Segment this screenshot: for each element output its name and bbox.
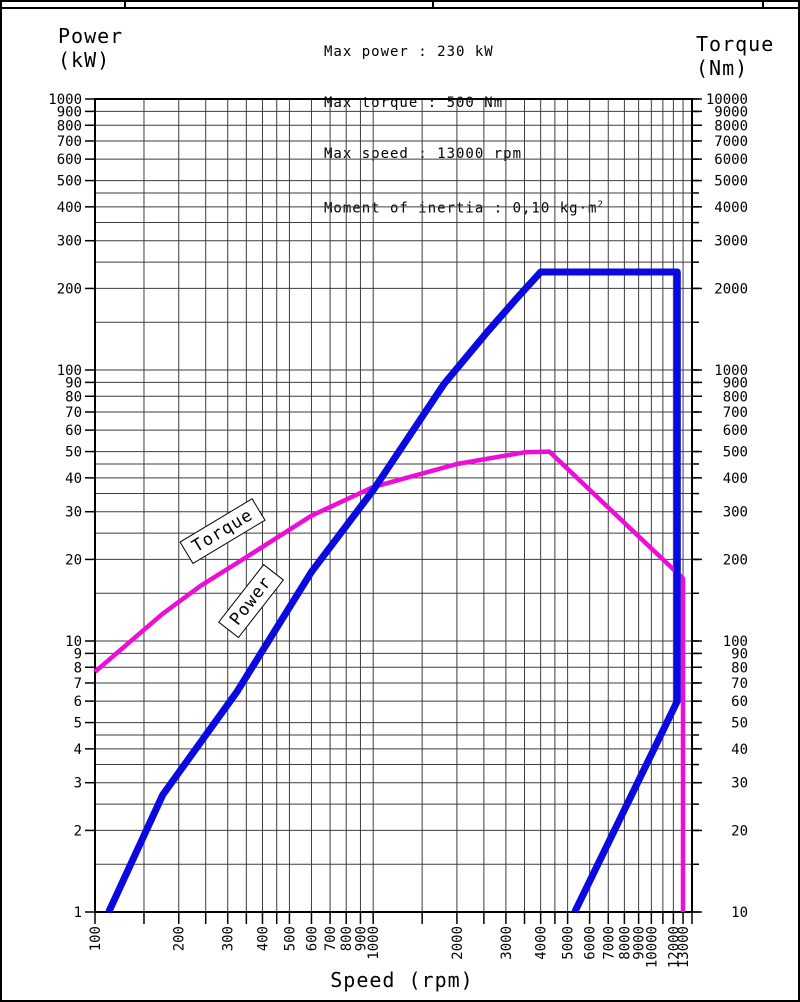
tick-label: 800: [339, 926, 355, 951]
tick-label: 7000: [601, 926, 617, 960]
tick-label: 8000: [617, 926, 633, 960]
tick-label: 10: [731, 905, 748, 921]
table-edge-divider: [762, 2, 764, 7]
tick-label: 700: [57, 134, 82, 150]
tick-label: 9000: [714, 104, 748, 120]
tick-label: 800: [57, 118, 82, 134]
tick-label: 300: [57, 234, 82, 250]
tick-label: 4000: [714, 200, 748, 216]
tick-label: 2000: [450, 926, 466, 960]
tick-label: 30: [731, 776, 748, 792]
tick-label: 4000: [534, 926, 550, 960]
tick-label: 20: [65, 552, 82, 568]
tick-label: 100: [57, 363, 82, 379]
right-axis-title: Torque (Nm): [696, 32, 774, 80]
inertia-annotation: Moment of inertia : 0,10 kg·m2: [324, 200, 604, 217]
tick-label: 500: [723, 445, 748, 461]
tick-label: 90: [65, 375, 82, 391]
tick-label: 10000: [706, 92, 748, 108]
tick-label: 700: [723, 405, 748, 421]
tick-label: 10000: [644, 926, 660, 968]
tick-label: 200: [723, 552, 748, 568]
tick-label: 1000: [714, 363, 748, 379]
tick-label: 40: [65, 471, 82, 487]
tick-label: 3000: [499, 926, 515, 960]
tick-label: 7000: [714, 134, 748, 150]
tick-label: 12000: [666, 926, 682, 968]
tick-label: 2000: [714, 281, 748, 297]
tick-label: 60: [731, 694, 748, 710]
power-curve: [105, 268, 681, 914]
plot-border: [94, 98, 693, 913]
tick-label: 500: [282, 926, 298, 951]
tick-label: 13000: [676, 926, 692, 968]
tick-label: 600: [304, 926, 320, 951]
tick-label: 70: [65, 405, 82, 421]
tick-label: 400: [255, 926, 271, 951]
inertia-superscript: 2: [597, 200, 604, 210]
tick-label: 6000: [714, 152, 748, 168]
left-axis-title: Power (kW): [58, 24, 123, 72]
tick-label: 9: [74, 646, 82, 662]
tick-label: 40: [731, 742, 748, 758]
tick-label: 700: [323, 926, 339, 951]
tick-label: 900: [57, 104, 82, 120]
tick-label: 2: [74, 823, 82, 839]
tick-label: 300: [723, 505, 748, 521]
table-edge-divider: [432, 2, 434, 7]
tick-label: 1000: [366, 926, 382, 960]
tick-label: 600: [723, 423, 748, 439]
tick-label: 80: [731, 660, 748, 676]
tick-label: 100: [723, 634, 748, 650]
right-axis-title-line1: Torque: [696, 32, 775, 56]
tick-label: 5: [74, 716, 82, 732]
table-edge-strip: [2, 2, 798, 9]
tick-label: 3: [74, 776, 82, 792]
tick-label: 200: [172, 926, 188, 951]
tick-label: 5000: [561, 926, 577, 960]
right-axis-title-line2: (Nm): [696, 56, 749, 80]
tick-label: 100: [88, 926, 104, 951]
tick-label: 500: [57, 174, 82, 190]
left-axis-title-line1: Power: [58, 24, 124, 48]
tick-label: 900: [353, 926, 369, 951]
max-power-annotation: Max power : 230 kW: [324, 44, 494, 60]
tick-label: 90: [731, 646, 748, 662]
tick-label: 200: [57, 281, 82, 297]
tick-label: 400: [57, 200, 82, 216]
tick-label: 6000: [583, 926, 599, 960]
tick-label: 7: [74, 676, 82, 692]
tick-label: 50: [731, 716, 748, 732]
tick-label: 300: [221, 926, 237, 951]
tick-label: 1: [74, 905, 82, 921]
tick-label: 5000: [714, 174, 748, 190]
tick-label: 4: [74, 742, 82, 758]
x-axis-title: Speed (rpm): [330, 968, 474, 992]
tick-label: 70: [731, 676, 748, 692]
left-axis-title-line2: (kW): [58, 48, 111, 72]
tick-label: 900: [723, 375, 748, 391]
tick-label: 30: [65, 505, 82, 521]
tick-label: 1000: [48, 92, 82, 108]
tick-label: 10: [65, 634, 82, 650]
tick-label: 600: [57, 152, 82, 168]
torque-curve: [93, 449, 686, 912]
tick-label: 60: [65, 423, 82, 439]
tick-label: 8: [74, 660, 82, 676]
tick-label: 8000: [714, 118, 748, 134]
tick-label: 80: [65, 389, 82, 405]
tick-label: 6: [74, 694, 82, 710]
tick-label: 800: [723, 389, 748, 405]
tick-label: 50: [65, 445, 82, 461]
tick-label: 20: [731, 823, 748, 839]
tick-label: 400: [723, 471, 748, 487]
tick-label: 3000: [714, 234, 748, 250]
tick-label: 9000: [632, 926, 648, 960]
table-edge-divider: [124, 2, 126, 7]
